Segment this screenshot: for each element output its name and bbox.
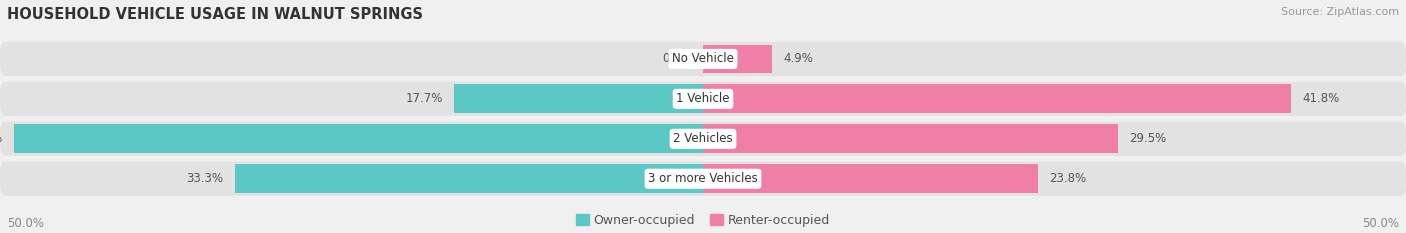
Text: 3 or more Vehicles: 3 or more Vehicles (648, 172, 758, 185)
Text: 49.0%: 49.0% (0, 132, 3, 145)
FancyBboxPatch shape (0, 122, 1406, 156)
Text: 0.0%: 0.0% (662, 52, 692, 65)
Bar (703, 164, 1038, 193)
Bar (703, 124, 1118, 153)
Text: 1 Vehicle: 1 Vehicle (676, 92, 730, 105)
FancyBboxPatch shape (0, 161, 1406, 196)
Text: 2 Vehicles: 2 Vehicles (673, 132, 733, 145)
Text: 17.7%: 17.7% (405, 92, 443, 105)
Bar (14, 124, 703, 153)
Bar (454, 85, 703, 113)
Text: 4.9%: 4.9% (783, 52, 813, 65)
Bar (703, 45, 772, 73)
Text: No Vehicle: No Vehicle (672, 52, 734, 65)
Text: Source: ZipAtlas.com: Source: ZipAtlas.com (1281, 7, 1399, 17)
Text: HOUSEHOLD VEHICLE USAGE IN WALNUT SPRINGS: HOUSEHOLD VEHICLE USAGE IN WALNUT SPRING… (7, 7, 423, 22)
Bar (235, 164, 703, 193)
FancyBboxPatch shape (0, 42, 1406, 76)
Text: 33.3%: 33.3% (187, 172, 224, 185)
Text: 41.8%: 41.8% (1302, 92, 1339, 105)
FancyBboxPatch shape (0, 82, 1406, 116)
Text: 50.0%: 50.0% (1362, 217, 1399, 230)
Legend: Owner-occupied, Renter-occupied: Owner-occupied, Renter-occupied (576, 214, 830, 227)
Text: 50.0%: 50.0% (7, 217, 44, 230)
Text: 23.8%: 23.8% (1049, 172, 1085, 185)
Bar (703, 85, 1291, 113)
Text: 29.5%: 29.5% (1129, 132, 1166, 145)
